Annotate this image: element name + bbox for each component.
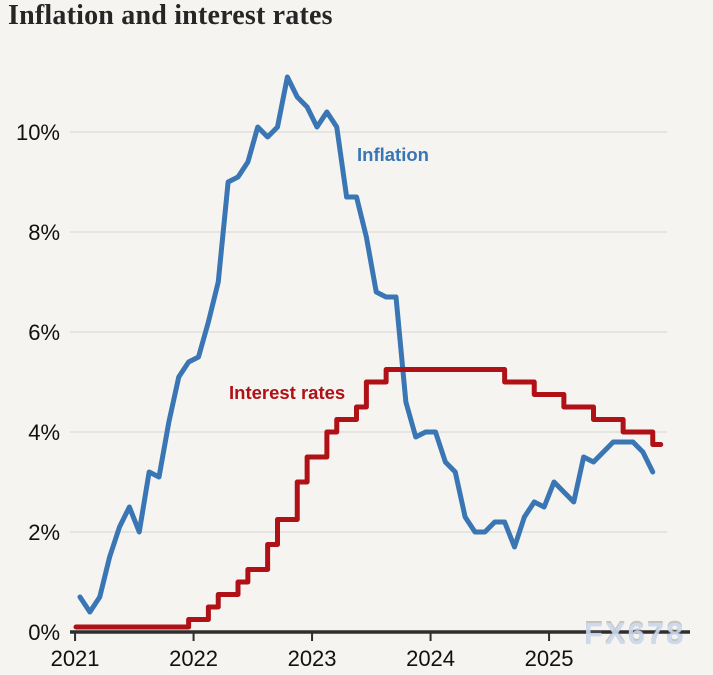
y-axis-tick-label: 10%	[16, 120, 60, 145]
interest-rates-series-label: Interest rates	[229, 382, 345, 403]
x-axis-tick-label: 2021	[51, 646, 100, 671]
inflation-line	[77, 74, 656, 615]
y-axis-tick-label: 4%	[28, 420, 60, 445]
y-axis-tick-label: 6%	[28, 320, 60, 345]
chart-title: Inflation and interest rates	[8, 0, 333, 31]
watermark: FX678	[584, 616, 686, 651]
x-axis-tick-label: 2023	[288, 646, 337, 671]
x-axis-tick-label: 2025	[525, 646, 574, 671]
y-axis-tick-label: 2%	[28, 520, 60, 545]
y-axis-tick-label: 8%	[28, 220, 60, 245]
x-axis-tick-label: 2024	[406, 646, 455, 671]
inflation-series-label: Inflation	[357, 144, 429, 165]
x-axis-tick-label: 2022	[169, 646, 218, 671]
y-axis-tick-label: 0%	[28, 620, 60, 645]
interest-rates-line	[73, 367, 664, 630]
